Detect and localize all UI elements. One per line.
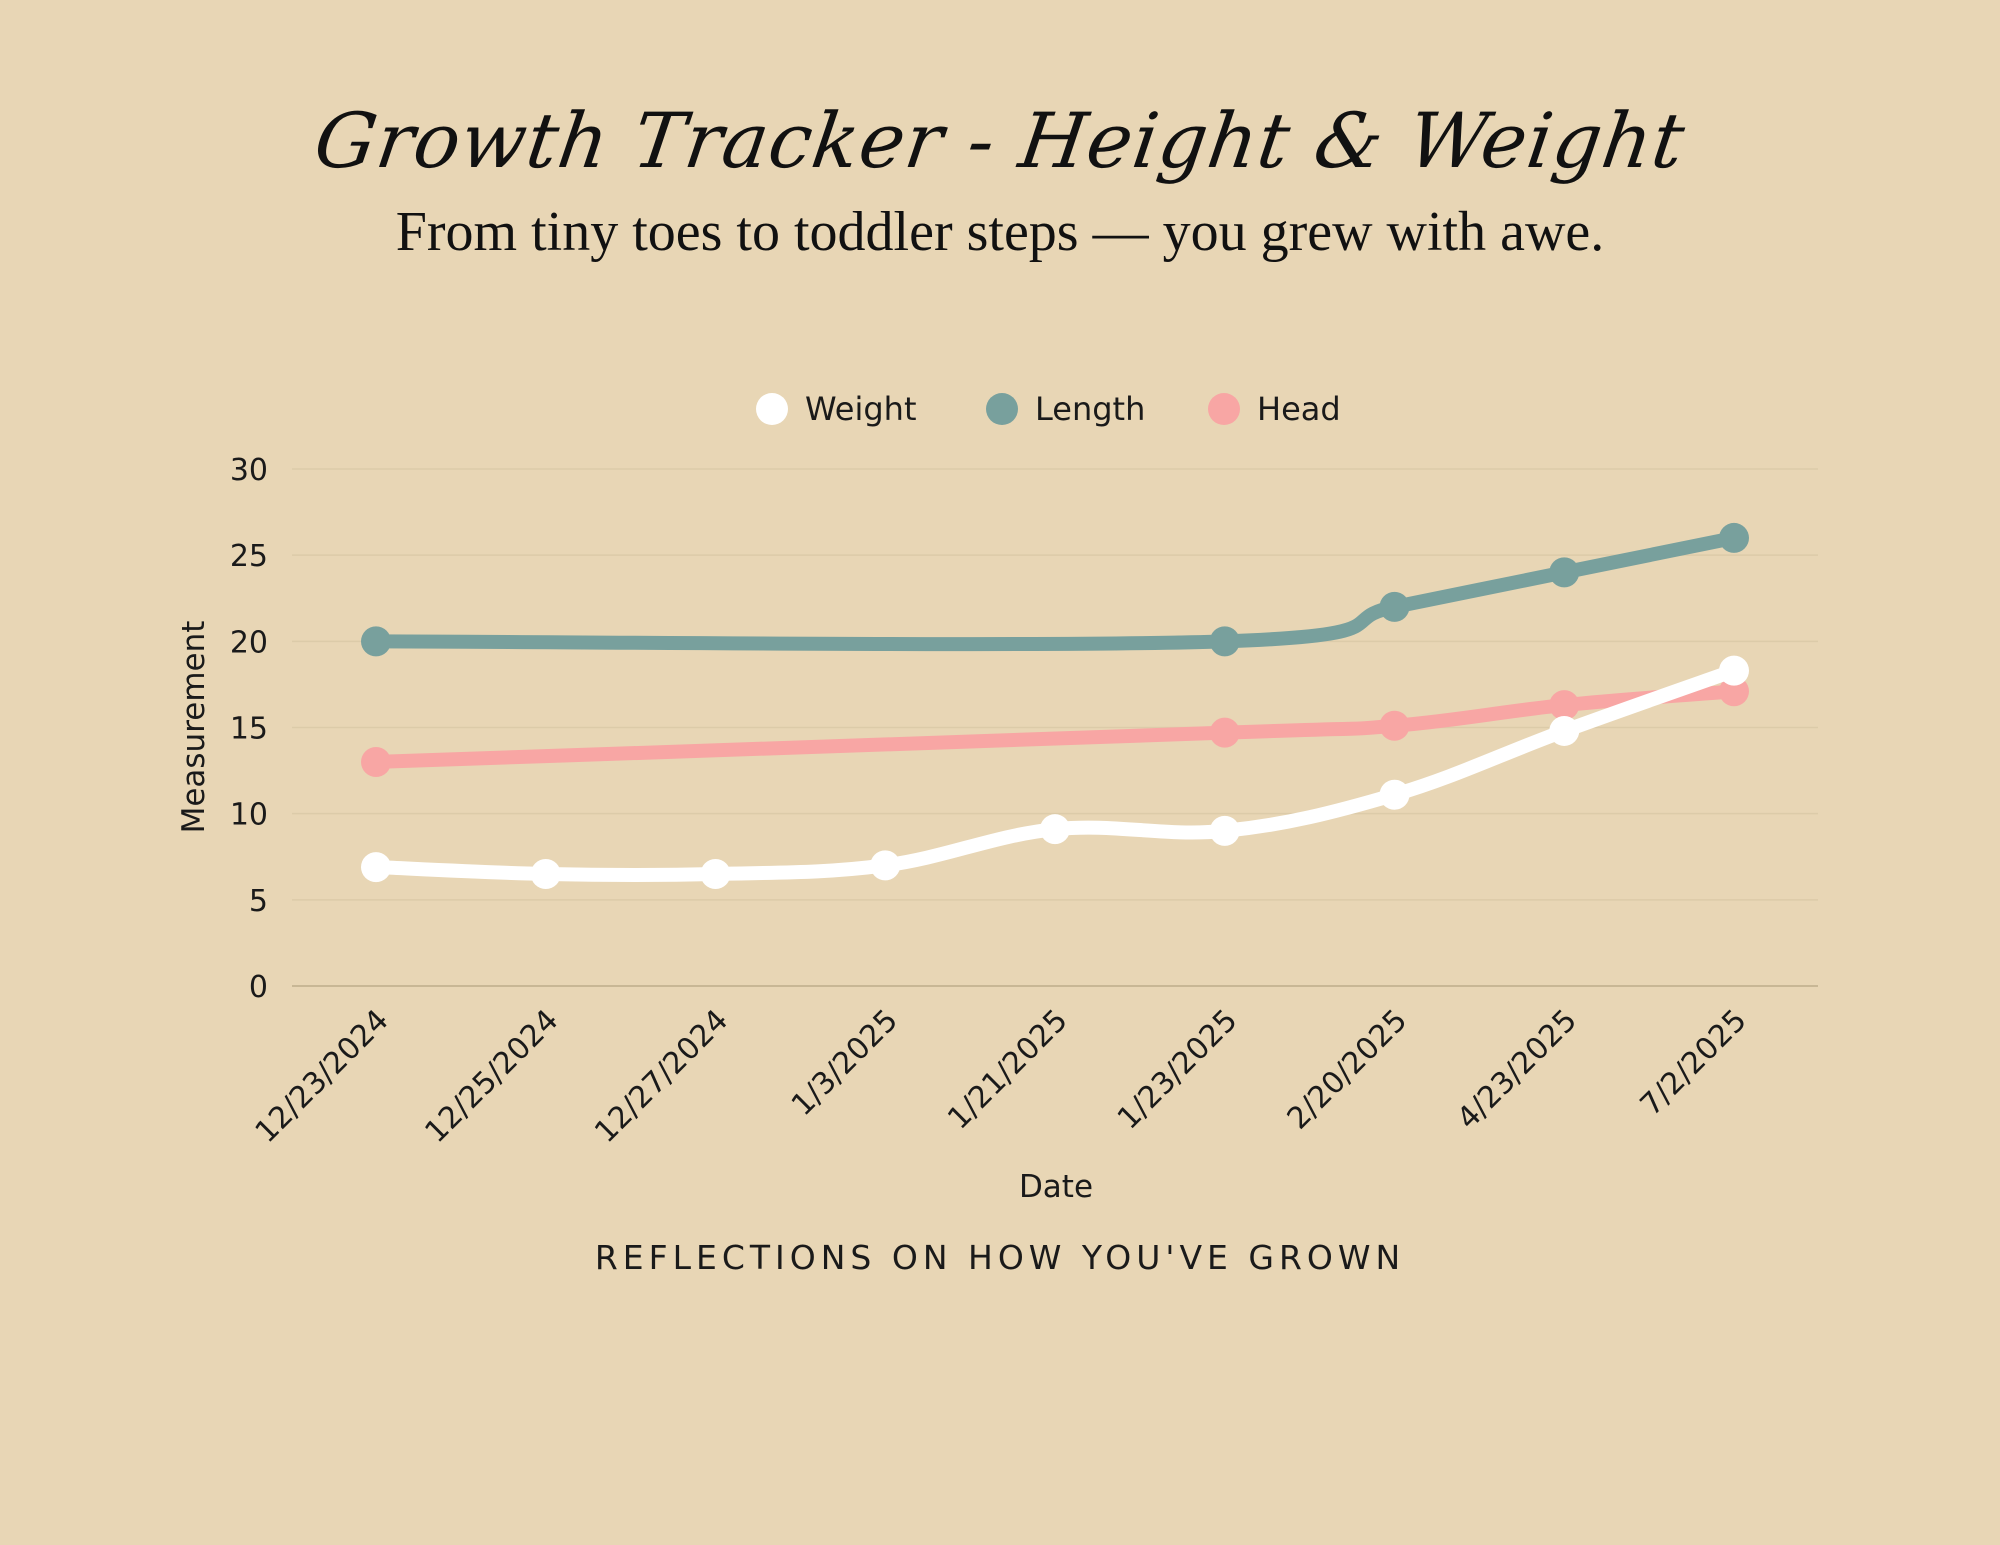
y-tick-label: 0 xyxy=(249,970,268,1005)
grid-lines xyxy=(292,468,1818,987)
x-tick-label: 12/25/2024 xyxy=(418,1003,565,1150)
head-point xyxy=(1549,690,1580,721)
length-point xyxy=(1719,522,1749,553)
x-tick-label: 1/23/2025 xyxy=(1111,1003,1245,1137)
legend-item-weight: Weight xyxy=(756,390,916,428)
weight-point xyxy=(700,858,731,889)
weight-point xyxy=(1719,655,1749,686)
weight-point xyxy=(870,850,901,881)
legend-marker xyxy=(1208,393,1240,425)
head-point xyxy=(361,746,391,777)
x-tick-label: 2/20/2025 xyxy=(1281,1003,1415,1137)
y-axis-label: Measurement xyxy=(176,621,212,834)
series-lines xyxy=(361,522,1749,889)
weight-point xyxy=(530,858,561,889)
x-axis-ticks: 12/23/2024 12/25/2024 12/27/2024 1/3/2025 1/… xyxy=(249,1003,1754,1150)
length-point xyxy=(1209,626,1240,657)
y-tick-label: 25 xyxy=(230,539,268,574)
x-tick-label: 1/3/2025 xyxy=(785,1003,905,1123)
length-point xyxy=(361,626,391,657)
legend-item-length: Length xyxy=(986,390,1145,428)
head-point xyxy=(1209,717,1240,748)
legend: Weight Length Head xyxy=(756,390,1341,428)
y-tick-label: 20 xyxy=(230,625,268,660)
legend-marker xyxy=(986,393,1018,425)
head-series xyxy=(361,676,1749,777)
weight-point xyxy=(1379,779,1410,810)
x-tick-label: 12/23/2024 xyxy=(249,1003,396,1150)
y-tick-label: 30 xyxy=(230,453,268,488)
page-subtitle: From tiny toes to toddler steps — you gr… xyxy=(395,201,1605,263)
x-tick-label: 1/21/2025 xyxy=(941,1003,1075,1137)
legend-item-head: Head xyxy=(1208,390,1341,428)
legend-label: Weight xyxy=(805,390,916,428)
legend-label: Head xyxy=(1257,390,1341,428)
weight-point xyxy=(1209,815,1240,846)
weight-point xyxy=(1040,814,1070,845)
x-tick-label: 7/2/2025 xyxy=(1634,1003,1754,1123)
head-point xyxy=(1379,710,1410,741)
weight-series xyxy=(361,655,1749,889)
footer-caption: REFLECTIONS ON HOW YOU'VE GROWN xyxy=(594,1238,1406,1277)
y-axis-ticks: 0 5 10 15 20 25 30 xyxy=(230,453,268,1005)
head-point xyxy=(1719,676,1749,707)
length-point xyxy=(1549,557,1580,588)
weight-point xyxy=(361,852,391,883)
y-tick-label: 5 xyxy=(249,884,268,919)
y-tick-label: 10 xyxy=(230,798,268,833)
length-line xyxy=(369,530,1741,652)
weight-point xyxy=(1549,715,1580,746)
x-axis-label: Date xyxy=(1019,1169,1093,1205)
legend-label: Length xyxy=(1035,390,1145,428)
x-tick-label: 12/27/2024 xyxy=(588,1003,735,1150)
weight-line xyxy=(369,663,1741,883)
legend-marker xyxy=(756,393,788,425)
x-tick-label: 4/23/2025 xyxy=(1450,1003,1584,1137)
y-tick-label: 15 xyxy=(230,712,268,747)
length-series xyxy=(361,522,1749,657)
length-point xyxy=(1379,591,1410,622)
